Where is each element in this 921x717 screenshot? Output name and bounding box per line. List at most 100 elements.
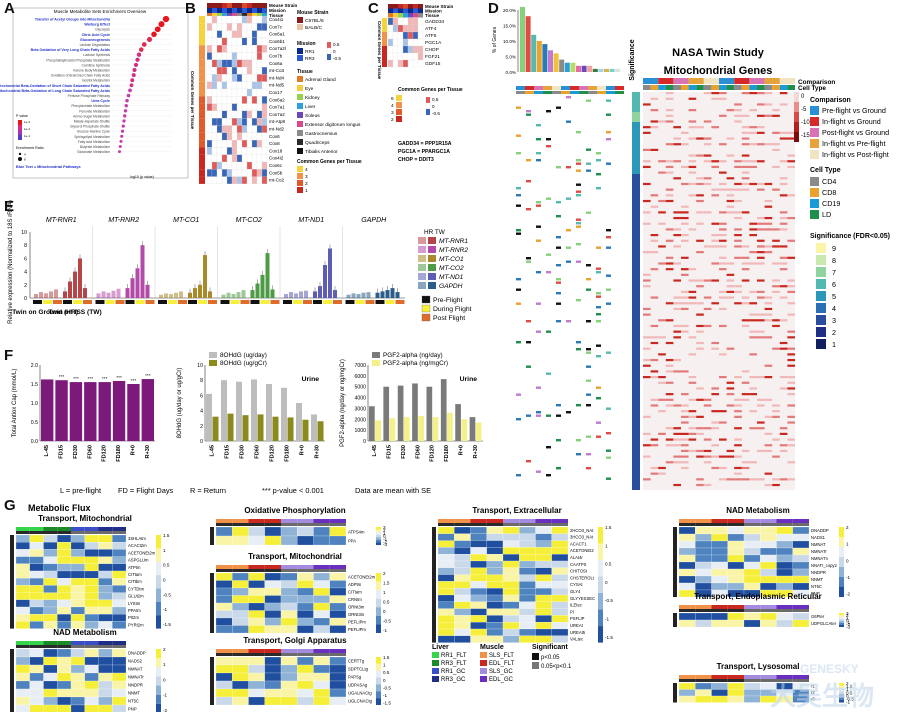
panel-d-heat-cell (764, 143, 773, 146)
panel-c: C Mouse Strain Mission Tissue GADD34 ATF4 ATF… (368, 0, 488, 180)
panel-g-scale-tick: -1 (846, 575, 851, 580)
panel-d-heat-cell (711, 165, 719, 169)
panel-d-bar (604, 68, 609, 72)
panel-f-bar (55, 380, 68, 441)
panel-g-heat-cell (29, 664, 44, 674)
panel-f-bar (403, 417, 410, 441)
panel-d-heat-cell (779, 194, 788, 197)
panel-g-heat-cell (711, 695, 728, 703)
panel-d-heat-cell (665, 143, 674, 146)
panel-g-header-cell (313, 565, 330, 569)
celltype-legend-swatch (810, 188, 819, 197)
panel-b-heat-cell (256, 110, 263, 119)
panel-e-hr-bar (366, 292, 371, 298)
panel-e-ylabel: Relative expression (Normalized to 18S r… (8, 200, 14, 324)
panel-g-header-cell (57, 641, 71, 645)
panel-d-heat-cell (726, 262, 735, 265)
panel-g-heat-cell (29, 606, 44, 615)
panel-c-heat-cell (402, 45, 409, 54)
panel-g-heat-cell (232, 656, 249, 666)
panel-d-heat-cell (787, 131, 795, 134)
panel-g-header-cell (679, 679, 696, 682)
panel-f-xtick: FD120 (270, 445, 276, 462)
panel-g-heat-cell (470, 574, 487, 582)
panel-c-header-cell (393, 8, 398, 13)
panel-d-heat-cell (719, 228, 727, 231)
panel-b-heat-cell (206, 110, 213, 119)
panel-d-heat-cell (643, 199, 651, 203)
panel-d-heat-cell (658, 160, 666, 163)
panel-b-header-cell (207, 13, 212, 18)
panel-d-heat-cell (741, 211, 750, 214)
celltype-legend-title: Cell Type (810, 167, 841, 174)
panel-g-scale-tick: -1.5 (605, 635, 613, 640)
panel-d-heat-cell (779, 211, 788, 214)
panel-c-count-bar (382, 46, 387, 53)
panel-g-header-cell (329, 519, 346, 523)
panel-g-heatmap-title: Transport, Endoplasmic Reticular (694, 592, 822, 601)
panel-d-heat-cell (757, 319, 765, 322)
panel-g-heat-cell (551, 628, 569, 636)
panel-g-scale-swatch (376, 657, 381, 664)
panel-f-ytick: 1000 (354, 428, 366, 434)
panel-b-heat-cell (236, 161, 243, 170)
panel-g-heat-cell (297, 610, 314, 619)
panel-g-heat-cell (15, 606, 30, 615)
panel-b-heat-cell (236, 37, 243, 46)
panel-b-heat-cell (206, 103, 213, 111)
panel-g-heat-cell (84, 570, 99, 579)
panel-g-heat-cell (535, 622, 552, 630)
mito-pathway-note: Blue Text = Mitochondrial Pathways (16, 165, 81, 169)
panel-c-heat-cell (412, 38, 419, 47)
panel-g-heat-cell (678, 689, 696, 697)
panel-g-heat-cell (502, 560, 520, 568)
panel-d-heat-cell (772, 239, 780, 242)
panel-g-heat-cell (112, 656, 127, 666)
panel-d-heat-cell (650, 97, 659, 100)
panel-d-heat-cell (681, 222, 689, 225)
panel-g-heat-cell (792, 540, 810, 549)
panel-b-heat-cell (211, 37, 218, 46)
panel-d-scale-tick: 0 (801, 94, 805, 100)
panel-e-phase-cell (345, 300, 355, 304)
panel-g-scale-tick: -0.5 (383, 619, 391, 624)
panel-d-heat-cell (658, 472, 666, 475)
panel-c-heat-cell (417, 24, 424, 33)
panel-d-barcode-mark (596, 173, 601, 176)
panel-d-barcode-mark (546, 271, 551, 274)
panel-g-heat-cell (470, 622, 487, 630)
panel-g-heat-cell (470, 547, 487, 555)
panel-g-row-label: GLY4 (570, 589, 581, 594)
panel-g-scale-swatch (598, 576, 603, 594)
panel-b-gene-label: Cox7c (269, 24, 283, 29)
panel-d-heat-cell (665, 444, 674, 447)
panel-g-heat-cell (454, 601, 471, 609)
panel-d-heat-cell (787, 279, 795, 282)
panel-g-heat-cell (313, 656, 330, 666)
panel-g-heat-cell (70, 563, 85, 572)
panel-g-heat-cell (264, 656, 282, 666)
panel-e-tw-bar (260, 274, 265, 298)
panel-b-heat-cell (236, 96, 243, 104)
count-legend-label: 3 (305, 174, 308, 180)
panel-d-heat-cell (787, 216, 795, 220)
pvalue-legend-tick: 1e-1 (24, 134, 30, 138)
panel-f-bar (447, 412, 453, 441)
panel-b-header-cell (232, 8, 237, 13)
panel-g-header-cell (112, 531, 126, 534)
sigfdr-legend-label: 7 (832, 268, 836, 277)
panel-b-heat-cell (256, 161, 263, 170)
pathway-label: Glycerol Phosphate Shuttle (70, 125, 110, 129)
panel-b-heat-cell (211, 169, 218, 177)
panel-g-heat-cell (248, 595, 265, 604)
panel-b-header-cell (237, 13, 242, 18)
panel-g-heat-cell (280, 535, 298, 546)
panel-g-heat-cell (112, 696, 127, 706)
panel-b-heat-cell (211, 140, 218, 148)
panel-d-heat-cell (772, 483, 780, 487)
panel-e-phase-cell (125, 300, 135, 304)
panel-g-heat-cell (70, 664, 85, 674)
panel-g-heat-cell (329, 595, 347, 604)
panel-d-heat-cell (779, 341, 788, 345)
panel-g-scale-tick: -1.5 (383, 701, 391, 706)
